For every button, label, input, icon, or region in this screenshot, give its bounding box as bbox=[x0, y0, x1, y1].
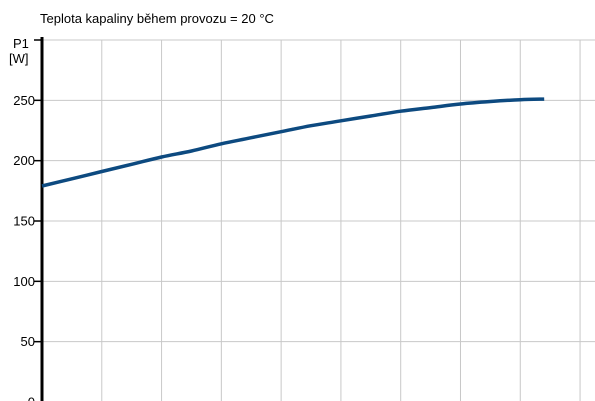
y-axis-ticks: 0 50 100 150 200 250 bbox=[13, 39, 42, 401]
chart-title: Teplota kapaliny během provozu = 20 °C bbox=[40, 11, 274, 26]
y-tick-label-250: 250 bbox=[13, 93, 35, 108]
series-line-1 bbox=[41, 97, 545, 188]
grid-lines bbox=[42, 39, 595, 401]
y-axis-label-line-1: P1 bbox=[13, 36, 29, 51]
y-tick-label-150: 150 bbox=[13, 214, 35, 229]
y-tick-label-200: 200 bbox=[13, 153, 35, 168]
series-layer bbox=[41, 97, 545, 188]
y-tick-label-100: 100 bbox=[13, 274, 35, 289]
y-tick-label-50: 50 bbox=[21, 334, 35, 349]
y-axis-label-line-2: [W] bbox=[9, 51, 29, 66]
y-tick-label-0: 0 bbox=[28, 395, 35, 401]
